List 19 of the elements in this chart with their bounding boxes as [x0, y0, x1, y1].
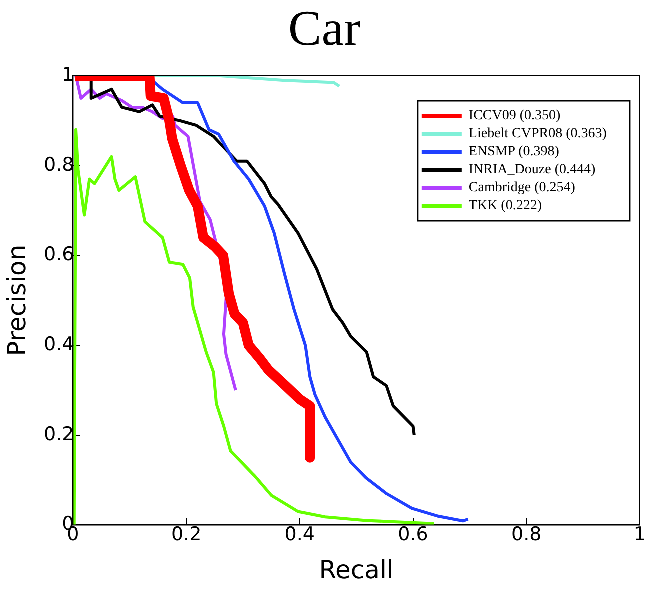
x-axis-title: Recall	[319, 556, 394, 584]
legend-label: Cambridge (0.254)	[468, 180, 576, 196]
y-tick-label: 0.2	[44, 423, 74, 446]
x-tick-label: 0.2	[171, 524, 202, 546]
y-tick-label: 0.4	[44, 333, 74, 356]
legend-label: ENSMP (0.398)	[468, 144, 560, 160]
y-tick-label: 0.6	[44, 244, 74, 266]
legend-label: Liebelt CVPR08 (0.363)	[468, 126, 608, 142]
legend-label: TKK (0.222)	[468, 198, 542, 214]
y-tick-label: 0.8	[44, 154, 74, 176]
x-tick-label: 0.6	[398, 524, 428, 546]
x-tick-label: 0.4	[284, 524, 316, 546]
y-axis-title: Precision	[2, 244, 32, 356]
x-tick-label: 1	[634, 524, 646, 546]
chart-title: Car	[288, 0, 361, 56]
legend-label: ICCV09 (0.350)	[468, 108, 562, 124]
legend-label: INRIA_Douze (0.444)	[468, 162, 596, 178]
y-tick-label: 1	[62, 64, 74, 86]
x-tick-label: 0.8	[512, 524, 542, 546]
